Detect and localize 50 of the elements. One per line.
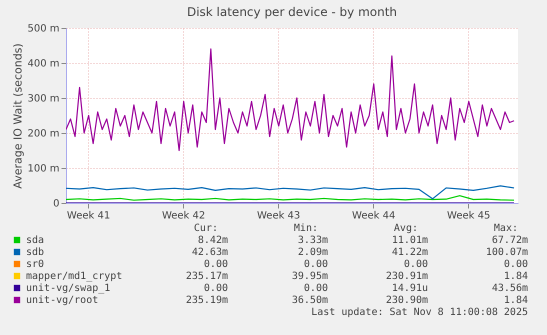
line-series bbox=[66, 48, 515, 152]
text: 0.00 bbox=[404, 259, 428, 270]
text: Max: bbox=[494, 223, 518, 234]
text: 2.09m bbox=[298, 247, 328, 258]
text: 39.95m bbox=[292, 271, 328, 282]
legend-label: sr0 bbox=[26, 259, 44, 270]
text: 235.17m bbox=[186, 271, 228, 282]
y-tick-label: 100 m bbox=[27, 164, 60, 174]
x-tick-label: Week 41 bbox=[66, 210, 110, 222]
text: 1.84 bbox=[504, 295, 528, 306]
text: Last update: Sat Nov 8 11:00:08 2025 bbox=[311, 307, 528, 318]
x-tick-label: Week 44 bbox=[352, 210, 396, 222]
text: Avg: bbox=[394, 223, 418, 234]
y-tick-label: 400 m bbox=[27, 58, 60, 70]
legend-label: unit-vg/swap_1 bbox=[26, 283, 110, 294]
text: 0.00 bbox=[304, 283, 328, 294]
legend-label: sdb bbox=[26, 247, 44, 258]
text: 43.56m bbox=[492, 283, 528, 294]
text: 42.63m bbox=[192, 247, 228, 258]
text: 0.00 bbox=[204, 259, 228, 270]
text: 8.42m bbox=[198, 235, 228, 246]
y-tick-label: 500 m bbox=[27, 24, 60, 34]
x-tick-label: Week 42 bbox=[162, 210, 206, 222]
y-tick-label: 300 m bbox=[27, 94, 60, 104]
y-tick-label: 0 bbox=[53, 198, 60, 210]
text: Cur: bbox=[194, 223, 218, 234]
x-tick-label: Week 45 bbox=[447, 210, 490, 222]
text: 235.19m bbox=[186, 295, 228, 306]
text: 230.91m bbox=[386, 271, 428, 282]
text: 11.01m bbox=[392, 235, 428, 246]
text: Min: bbox=[294, 223, 318, 234]
line-series bbox=[66, 185, 515, 200]
text: 0.00 bbox=[304, 259, 328, 270]
text: 3.33m bbox=[298, 235, 328, 246]
text: 100.07m bbox=[486, 247, 528, 258]
y-axis-title: Average IO Wait (seconds) bbox=[11, 43, 24, 189]
legend-label: unit-vg/root bbox=[26, 295, 98, 306]
y-tick-label: 200 m bbox=[27, 128, 60, 140]
text: 67.72m bbox=[492, 235, 528, 246]
chart-title: Disk latency per device - by month bbox=[186, 5, 398, 19]
text: 0.00 bbox=[504, 259, 528, 270]
text: 0.00 bbox=[204, 283, 228, 294]
legend-label: mapper/md1_crypt bbox=[26, 271, 122, 282]
x-tick-label: Week 43 bbox=[256, 210, 300, 222]
text: 14.91u bbox=[392, 283, 428, 294]
text: 36.50m bbox=[292, 295, 328, 306]
legend-label: sda bbox=[26, 235, 44, 246]
text: 1.84 bbox=[504, 271, 528, 282]
text: 230.90m bbox=[386, 295, 428, 306]
text: 41.22m bbox=[392, 247, 428, 258]
